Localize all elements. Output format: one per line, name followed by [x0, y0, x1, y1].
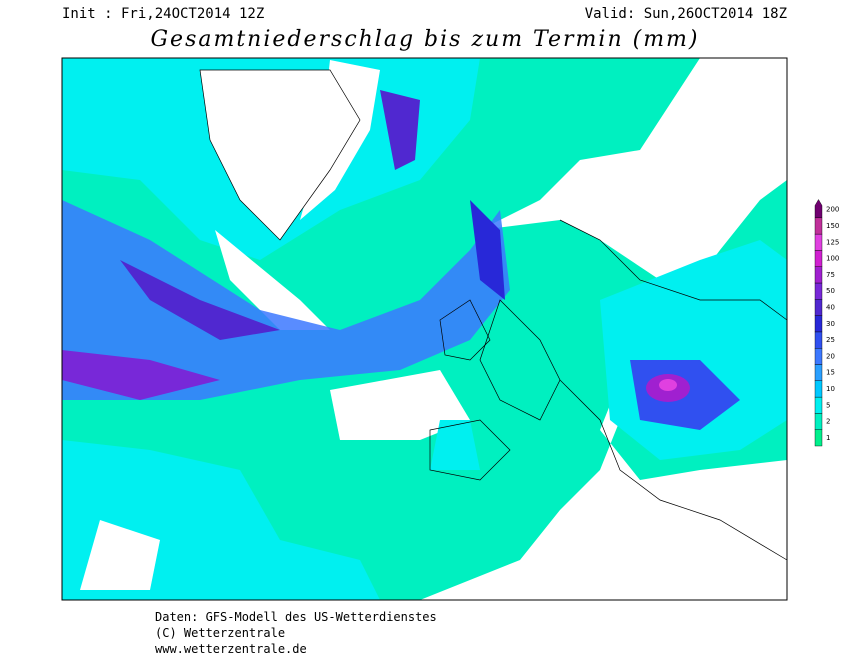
- legend-swatch: [814, 315, 823, 333]
- legend-label: 30: [826, 320, 835, 328]
- legend-swatch: [814, 429, 823, 447]
- legend-label: 25: [826, 336, 835, 344]
- legend-swatch: [814, 348, 823, 365]
- legend-swatch: [814, 266, 823, 284]
- legend-swatch: [814, 364, 823, 381]
- legend-label: 75: [826, 271, 835, 279]
- legend-swatch: [814, 217, 823, 235]
- legend-swatch: [814, 413, 823, 430]
- legend-swatch: [814, 199, 823, 218]
- legend-swatch: [814, 282, 823, 300]
- legend-label: 1: [826, 434, 830, 442]
- legend-label: 125: [826, 238, 839, 246]
- map-title: Gesamtniederschlag bis zum Termin (mm): [150, 27, 699, 52]
- legend-label: 20: [826, 352, 835, 360]
- legend-label: 40: [826, 303, 835, 311]
- legend-swatch: [814, 250, 823, 267]
- legend-label: 2: [826, 418, 830, 426]
- legend-swatch: [814, 331, 823, 349]
- legend-label: 100: [826, 255, 839, 263]
- footer-line: (C) Wetterzentrale: [155, 626, 285, 640]
- map: [61, 57, 788, 601]
- legend-label: 10: [826, 385, 835, 393]
- legend-swatch: [814, 299, 823, 316]
- legend-swatch: [814, 396, 823, 414]
- legend-label: 15: [826, 369, 835, 377]
- legend-label: 50: [826, 287, 835, 295]
- legend-swatch: [814, 380, 823, 398]
- footer-line: Daten: GFS-Modell des US-Wetterdienstes: [155, 610, 437, 624]
- legend-label: 5: [826, 401, 830, 409]
- init-time: Init : Fri,24OCT2014 12Z: [62, 6, 264, 22]
- legend-label: 150: [826, 222, 839, 230]
- legend-swatch: [814, 233, 823, 251]
- footer-line: www.wetterzentrale.de: [155, 642, 307, 656]
- legend-label: 200: [826, 206, 839, 214]
- valid-time: Valid: Sun,26OCT2014 18Z: [585, 6, 787, 22]
